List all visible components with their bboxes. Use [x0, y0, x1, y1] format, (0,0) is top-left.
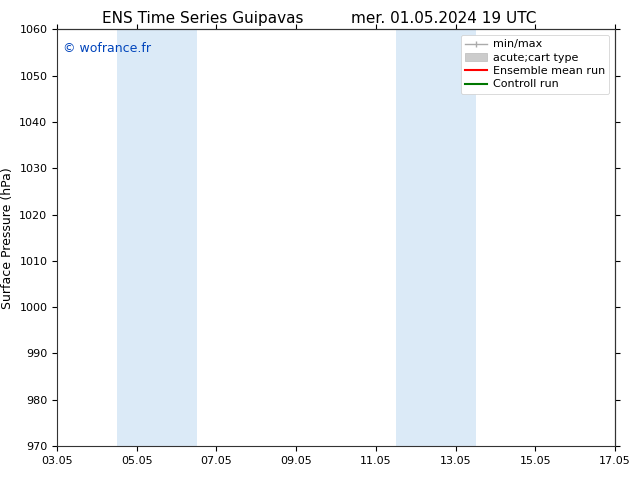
Legend: min/max, acute;cart type, Ensemble mean run, Controll run: min/max, acute;cart type, Ensemble mean … [460, 35, 609, 94]
Bar [396, 29, 476, 446]
Text: © wofrance.fr: © wofrance.fr [63, 42, 151, 55]
Text: ENS Time Series Guipavas: ENS Time Series Guipavas [102, 11, 304, 26]
Y-axis label: Surface Pressure (hPa): Surface Pressure (hPa) [1, 167, 14, 309]
Bar [117, 29, 197, 446]
Text: mer. 01.05.2024 19 UTC: mer. 01.05.2024 19 UTC [351, 11, 536, 26]
